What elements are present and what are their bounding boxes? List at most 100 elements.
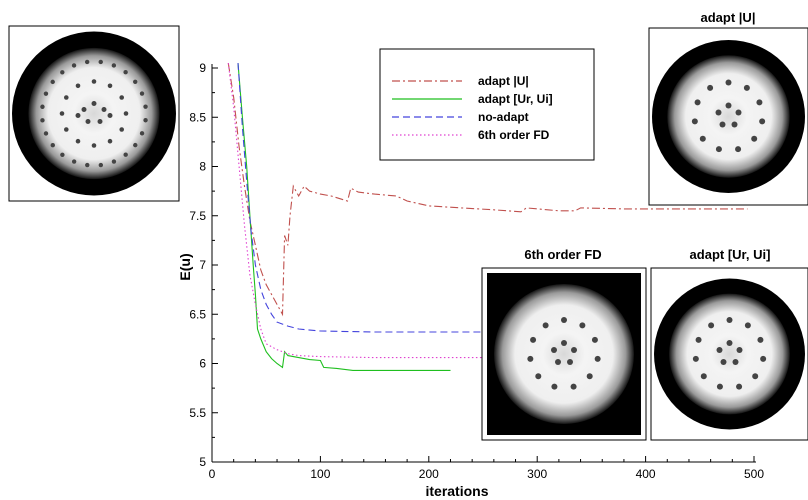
- vortex-dot: [695, 336, 702, 343]
- vortex-dot: [111, 63, 117, 68]
- inset-panels: adapt |U| 6th order FD adapt [Ur, Ui]: [8, 10, 808, 441]
- vortex-dot: [561, 317, 567, 323]
- vortex-dot: [107, 83, 113, 89]
- vortex-dot: [551, 347, 557, 353]
- series-line-1: [237, 63, 451, 371]
- vortex-dot: [735, 146, 742, 153]
- x-tick-label: 400: [636, 467, 656, 481]
- vortex-dot: [40, 118, 45, 123]
- vortex-dot: [716, 347, 723, 353]
- series-line-2: [237, 63, 619, 333]
- vortex-dot: [43, 131, 49, 136]
- inset-panel-1: adapt |U|: [648, 10, 808, 206]
- vortex-dot: [725, 102, 732, 109]
- vortex-dot: [752, 373, 759, 380]
- vortex-dot: [736, 347, 743, 353]
- vortex-dot: [91, 101, 97, 106]
- vortex-dot: [60, 152, 65, 157]
- x-tick-label: 500: [744, 467, 764, 481]
- vortex-dot: [98, 59, 103, 65]
- y-tick-label: 9: [199, 61, 206, 75]
- legend-label-3: 6th order FD: [478, 128, 550, 142]
- vortex-dot: [119, 127, 125, 132]
- condensate-disk: [669, 293, 790, 415]
- vortex-dot: [586, 373, 593, 380]
- y-axis-title: E(u): [177, 253, 193, 280]
- x-axis-title: iterations: [425, 483, 488, 499]
- vortex-dot: [85, 162, 90, 168]
- vortex-dot: [732, 359, 739, 365]
- inset-panel-2: 6th order FD: [481, 247, 647, 441]
- y-tick-label: 5: [199, 455, 206, 469]
- vortex-dot: [561, 340, 567, 346]
- panel-caption-3: adapt [Ur, Ui]: [690, 247, 771, 262]
- vortex-dot: [139, 91, 145, 96]
- y-tick-label: 6: [199, 357, 206, 371]
- vortex-dot: [700, 373, 707, 380]
- panel-caption-1: adapt |U|: [701, 10, 756, 25]
- vortex-dot: [143, 104, 148, 109]
- vortex-dot: [715, 109, 722, 116]
- vortex-dot: [98, 162, 104, 168]
- y-tick-label: 6.5: [189, 307, 206, 321]
- vortex-dot: [716, 383, 723, 390]
- vortex-dot: [725, 79, 732, 86]
- vortex-dot: [707, 84, 714, 91]
- vortex-dot: [570, 383, 577, 390]
- legend: adapt |U| adapt [Ur, Ui] no-adapt 6th order…: [379, 48, 595, 161]
- legend-label-1: adapt [Ur, Ui]: [478, 92, 553, 106]
- vortex-dot: [101, 107, 107, 112]
- x-tick-label: 0: [209, 467, 216, 481]
- y-tick-label: 7.5: [189, 209, 206, 223]
- vortex-dot: [111, 159, 117, 164]
- vortex-dot: [726, 340, 733, 346]
- vortex-dot: [691, 118, 698, 125]
- vortex-dot: [63, 95, 69, 100]
- vortex-dot: [40, 104, 45, 109]
- vortex-dot: [43, 91, 49, 96]
- vortex-dot: [91, 79, 97, 84]
- vortex-dot: [133, 79, 138, 85]
- vortex-dot: [692, 355, 699, 362]
- vortex-dot: [736, 383, 743, 390]
- vortex-dot: [759, 118, 766, 125]
- condensate-disk: [494, 284, 634, 424]
- vortex-dot: [694, 99, 701, 106]
- vortex-dot: [760, 355, 767, 362]
- vortex-dot: [535, 373, 542, 380]
- vortex-dot: [731, 121, 738, 128]
- vortex-dot: [715, 146, 722, 153]
- vortex-dot: [726, 317, 733, 323]
- condensate-disk: [28, 47, 160, 180]
- panel-caption-2: 6th order FD: [524, 247, 601, 262]
- inset-panel-0: [8, 25, 180, 202]
- inset-panel-3: adapt [Ur, Ui]: [650, 247, 808, 441]
- vortex-dot: [63, 127, 69, 132]
- vortex-dot: [50, 79, 55, 85]
- vortex-dot: [720, 359, 727, 365]
- vortex-dot: [119, 95, 125, 100]
- y-tick-label: 7: [199, 258, 206, 272]
- vortex-lattice: [692, 317, 767, 390]
- vortex-dot: [50, 142, 55, 148]
- vortex-dot: [744, 322, 751, 329]
- vortex-dot: [97, 119, 103, 124]
- vortex-dot: [591, 336, 598, 343]
- y-tick-label: 8: [199, 160, 206, 174]
- vortex-lattice: [691, 79, 766, 153]
- vortex-dot: [75, 83, 81, 89]
- condensate-disk: [667, 55, 790, 178]
- vortex-dot: [708, 322, 715, 329]
- vortex-dot: [107, 138, 113, 144]
- vortex-dot: [571, 347, 577, 353]
- vortex-dot: [91, 143, 97, 148]
- vortex-dot: [84, 59, 90, 65]
- vortex-dot: [719, 121, 726, 128]
- vortex-dot: [143, 118, 148, 123]
- vortex-dot: [751, 135, 758, 142]
- axes-group: 5 5.5 6 6.5 7 7.5 8 8.5 9 0 100 200 300 400 500: [189, 61, 764, 481]
- vortex-dot: [735, 109, 742, 116]
- x-tick-label: 200: [419, 467, 439, 481]
